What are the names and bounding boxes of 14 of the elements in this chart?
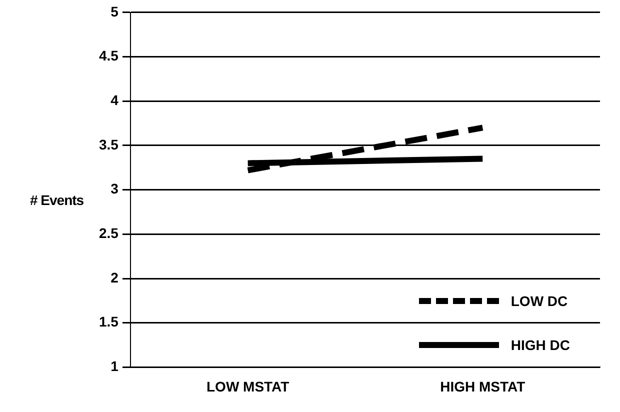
- x-tick-label: HIGH MSTAT: [440, 378, 526, 394]
- y-tick-label: 2: [110, 269, 119, 286]
- y-tick-label: 4: [110, 92, 119, 108]
- text: HIGH DC: [510, 337, 570, 354]
- y-axis-title: # Events: [30, 192, 84, 208]
- y-tick-label: 4.5: [98, 48, 119, 64]
- y-tick-label: 1: [110, 358, 119, 374]
- text: LOW DC: [510, 292, 568, 309]
- y-tick-label: 2.5: [98, 225, 119, 242]
- x-tick-label: LOW MSTAT: [206, 378, 290, 394]
- y-tick-label: 3: [110, 180, 119, 197]
- y-tick-label: 3.5: [98, 136, 119, 152]
- y-tick-label: 5: [110, 3, 119, 20]
- y-tick-label: 1.5: [98, 314, 119, 330]
